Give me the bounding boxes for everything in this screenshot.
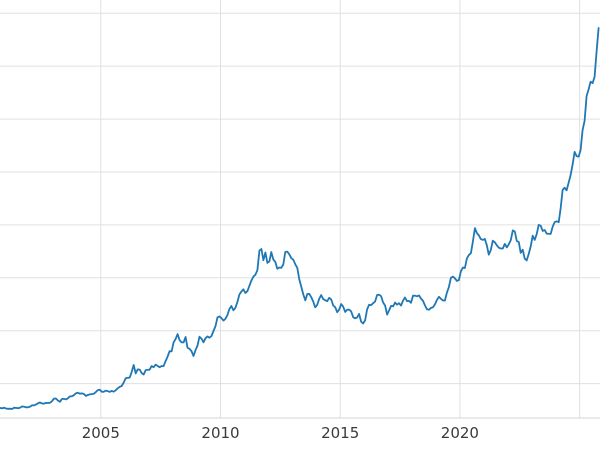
x-tick-label: 2020: [441, 424, 479, 442]
x-tick-label: 2005: [82, 424, 120, 442]
x-tick-label: 2010: [201, 424, 239, 442]
price-line: [0, 27, 600, 410]
x-tick-label: 2015: [321, 424, 359, 442]
